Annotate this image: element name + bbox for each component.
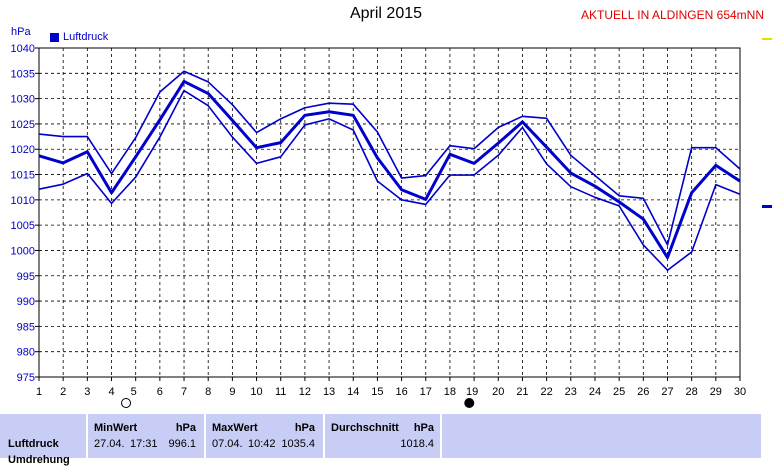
y-unit-label: hPa (11, 26, 31, 38)
x-tick-label: 4 (108, 386, 114, 398)
x-tick-label: 5 (131, 386, 137, 398)
series-line-min (38, 89, 741, 272)
avg-header: Durchschnitt (331, 422, 399, 434)
x-tick-label: 17 (420, 386, 432, 398)
y-tick-label: 995 (17, 271, 35, 283)
y-tick-label: 975 (17, 372, 35, 384)
x-tick-label: 12 (299, 386, 311, 398)
y-tick-label: 985 (17, 321, 35, 333)
x-tick-label: 6 (157, 386, 163, 398)
x-tick-label: 3 (84, 386, 90, 398)
x-tick-label: 24 (589, 386, 601, 398)
stats-panel: Luftdruck Umdrehung MinWert hPa 27.04. 1… (0, 414, 772, 466)
x-tick-label: 13 (323, 386, 335, 398)
legend: Luftdruck (50, 31, 108, 43)
stats-row-label-cell: Luftdruck Umdrehung (0, 414, 87, 466)
full-moon-icon (121, 398, 132, 408)
min-date: 27.04. (94, 438, 125, 450)
y-tick-label: 1005 (11, 220, 35, 232)
new-moon-icon (464, 398, 475, 408)
x-tick-label: 22 (540, 386, 552, 398)
series-line-max (38, 70, 741, 246)
legend-swatch (50, 32, 59, 42)
y-tick-label: 1035 (11, 68, 35, 80)
max-unit: hPa (294, 422, 315, 434)
moon-markers (121, 398, 475, 408)
x-tick-label: 28 (686, 386, 698, 398)
y-tick-label: 1025 (11, 119, 35, 131)
x-tick-label: 19 (466, 386, 478, 398)
row-label-2: Umdrehung (8, 454, 70, 466)
y-tick-label: 1000 (11, 245, 35, 257)
right-edge-tick-2 (762, 38, 772, 40)
y-tick-label: 1030 (11, 94, 35, 106)
y-tick-label: 1015 (11, 170, 35, 182)
legend-label: Luftdruck (63, 31, 109, 43)
row-label: Luftdruck (8, 438, 59, 450)
station-subtitle: AKTUELL IN ALDINGEN 654mNN (581, 8, 764, 22)
stats-max-cell: MaxWert hPa 07.04. 10:42 1035.4 (206, 414, 324, 458)
x-tick-label: 15 (371, 386, 383, 398)
x-tick-label: 26 (637, 386, 649, 398)
avg-value: 1018.4 (400, 438, 434, 450)
x-tick-label: 18 (444, 386, 456, 398)
stats-avg-cell: Durchschnitt hPa 1018.4 (325, 414, 441, 458)
x-tick-label: 9 (229, 386, 235, 398)
y-tick-label: 1010 (11, 195, 35, 207)
x-tick-label: 10 (250, 386, 262, 398)
chart-title: April 2015 (349, 5, 423, 22)
y-axis: 975 980 985 990 995 1000 1005 1010 1015 1020 1025 1… (11, 43, 39, 384)
x-tick-label: 29 (710, 386, 722, 398)
min-header: MinWert (94, 422, 138, 434)
y-tick-label: 1040 (11, 43, 35, 55)
x-tick-label: 21 (516, 386, 528, 398)
y-tick-label: 1020 (11, 144, 35, 156)
y-tick-label: 990 (17, 296, 35, 308)
max-date: 07.04. (212, 438, 243, 450)
right-edge-tick (762, 205, 772, 208)
max-value: 1035.4 (281, 438, 315, 450)
series-group (38, 70, 741, 272)
x-tick-label: 27 (661, 386, 673, 398)
max-time: 10:42 (248, 438, 276, 450)
x-tick-label: 2 (60, 386, 66, 398)
avg-unit: hPa (413, 422, 434, 434)
series-line-avg (38, 79, 741, 260)
min-value: 996.1 (168, 438, 196, 450)
x-tick-label: 14 (347, 386, 359, 398)
y-tick-label: 980 (17, 347, 35, 359)
x-tick-label: 11 (275, 386, 286, 398)
x-tick-label: 25 (613, 386, 625, 398)
x-tick-label: 7 (181, 386, 187, 398)
x-tick-label: 30 (734, 386, 746, 398)
x-tick-label: 20 (492, 386, 504, 398)
x-tick-label: 8 (205, 386, 211, 398)
max-header: MaxWert (212, 422, 258, 434)
x-tick-label: 1 (36, 386, 42, 398)
stats-min-cell: MinWert hPa 27.04. 17:31 996.1 (88, 414, 205, 458)
pressure-chart: 9759809859909951000100510101015102010251… (11, 38, 772, 408)
x-tick-label: 16 (395, 386, 407, 398)
min-unit: hPa (175, 422, 196, 434)
x-tick-label: 23 (565, 386, 577, 398)
x-axis: 1 2 3 4 5 6 7 8 9 10 11 12 13 14 15 16 17 18 19 20 21 22 23 24 2… (36, 377, 746, 398)
stats-empty-cell (442, 414, 762, 458)
min-time: 17:31 (130, 438, 158, 450)
